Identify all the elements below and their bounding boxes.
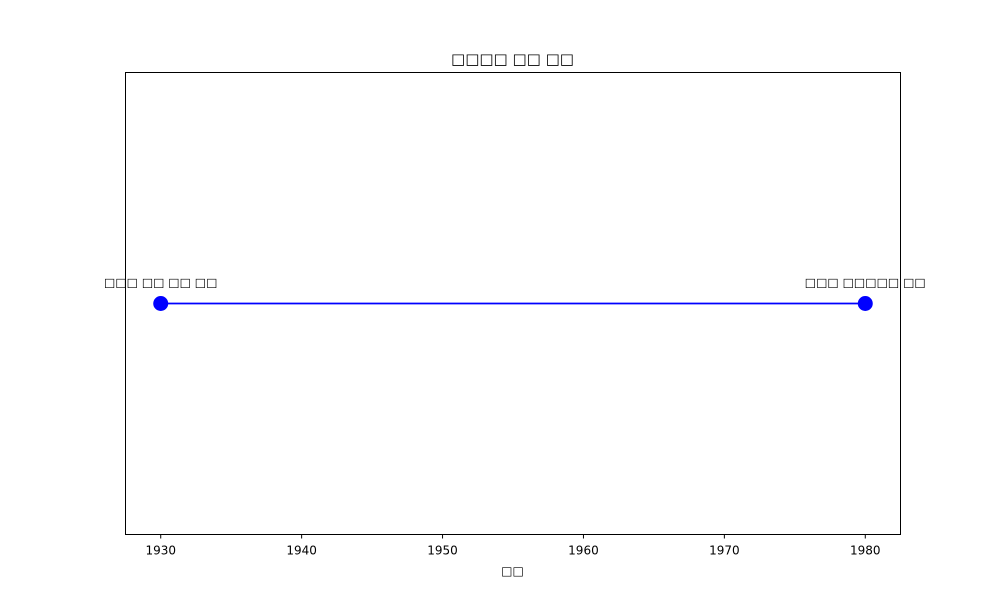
x-tick-label: 1940 bbox=[286, 544, 317, 558]
event-annotation-label: □□□ □□□□□ □□ bbox=[805, 276, 926, 290]
x-tick-label: 1970 bbox=[709, 544, 740, 558]
x-tick-label: 1950 bbox=[427, 544, 458, 558]
x-axis-ticks: 1930 1940 1950 1960 1970 1980 bbox=[145, 534, 881, 558]
event-annotation-label: □□□ □□ □□ □□ bbox=[104, 276, 217, 290]
data-point-marker bbox=[857, 296, 873, 311]
x-tick-label: 1980 bbox=[850, 544, 881, 558]
data-point-marker bbox=[153, 296, 169, 311]
x-tick-label: 1930 bbox=[145, 544, 176, 558]
x-axis-label: □□ bbox=[501, 564, 524, 578]
chart-title: □□□□ □□ □□ bbox=[451, 50, 574, 68]
annotation-layer: □□□ □□ □□ □□ □□□ □□□□□ □□ bbox=[104, 276, 926, 290]
series-layer bbox=[153, 296, 873, 311]
x-tick-label: 1960 bbox=[568, 544, 599, 558]
